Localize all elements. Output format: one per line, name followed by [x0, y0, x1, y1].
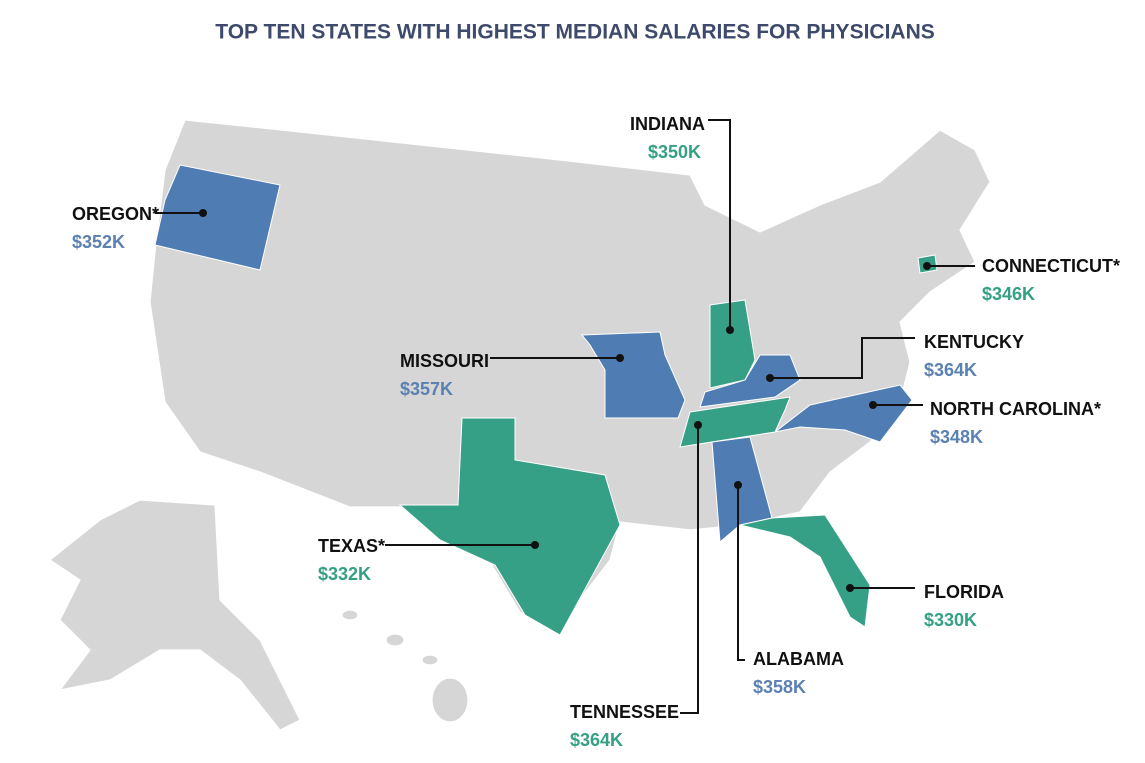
tennessee	[679, 396, 791, 448]
state-salary: $364K	[570, 730, 623, 750]
state-name: ALABAMA	[753, 649, 844, 669]
texas	[398, 417, 621, 636]
state-name: KENTUCKY	[924, 332, 1024, 352]
state-salary: $352K	[72, 232, 125, 252]
north-carolina	[774, 384, 913, 443]
state-salary: $364K	[924, 360, 977, 380]
state-name: FLORIDA	[924, 582, 1004, 602]
state-name: TENNESSEE	[570, 702, 679, 722]
state-salary: $332K	[318, 564, 371, 584]
labels: INDIANA $350K OREGON* $352K CONNECTICUT*…	[72, 114, 1120, 750]
title: TOP TEN STATES WITH HIGHEST MEDIAN SALAR…	[215, 21, 935, 44]
state-name: OREGON*	[72, 204, 159, 224]
leaders	[155, 119, 975, 714]
highlighted-states	[154, 164, 938, 636]
state-name: NORTH CAROLINA*	[930, 399, 1101, 419]
florida	[739, 514, 871, 628]
state-name: INDIANA	[630, 114, 705, 134]
base-map	[48, 119, 991, 731]
kentucky	[699, 354, 801, 408]
state-name: CONNECTICUT*	[982, 256, 1120, 276]
oregon	[154, 164, 281, 271]
missouri	[580, 331, 686, 419]
state-name: MISSOURI	[400, 351, 489, 371]
state-salary: $350K	[648, 142, 701, 162]
state-salary: $330K	[924, 610, 977, 630]
state-salary: $346K	[982, 284, 1035, 304]
state-salary: $357K	[400, 379, 453, 399]
state-salary: $358K	[753, 677, 806, 697]
state-name: TEXAS*	[318, 536, 385, 556]
state-salary: $348K	[930, 427, 983, 447]
indiana	[709, 299, 756, 389]
